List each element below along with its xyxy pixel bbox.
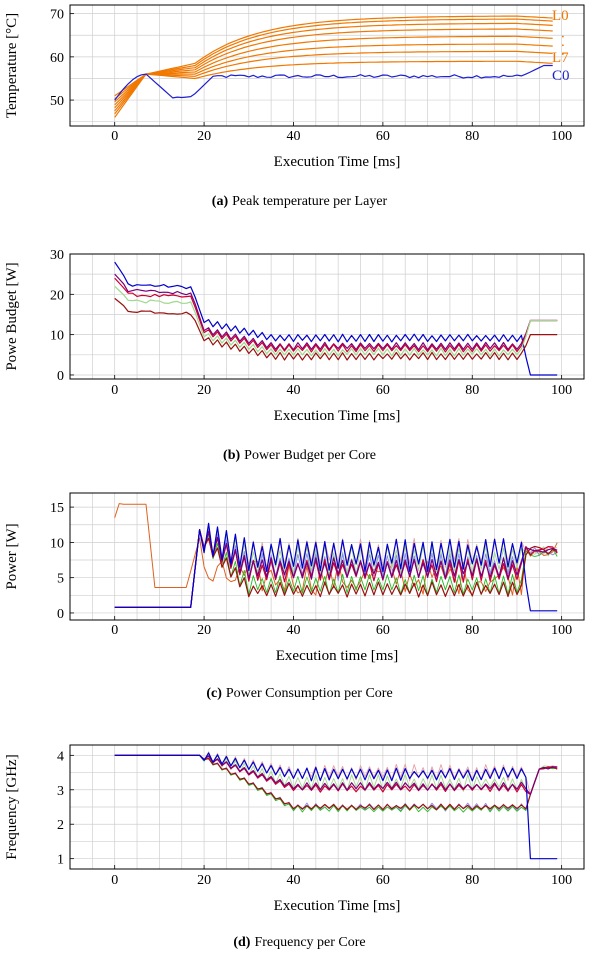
caption-text: Power Budget per Core xyxy=(244,448,376,463)
chart-a: 0 20 40 60 80 100 50 60 70 Execution Time [ms] Tem… xyxy=(4,4,585,209)
x-tick-label: 20 xyxy=(197,623,211,638)
x-tick-label: 60 xyxy=(376,129,390,144)
y-tick-label: 2 xyxy=(57,818,64,833)
x-tick-label: 100 xyxy=(551,383,572,398)
y-axis-title: Powe Budget [W] xyxy=(4,262,20,370)
budget-line xyxy=(114,261,558,376)
caption-text: Power Consumption per Core xyxy=(226,686,393,701)
x-tick-label: 0 xyxy=(111,873,118,888)
y-tick-label: 1 xyxy=(57,853,64,868)
x-tick-label: 80 xyxy=(465,129,479,144)
y-tick-label: 30 xyxy=(50,248,64,263)
y-axis-title: Temperature [°C] xyxy=(4,13,20,118)
figure-caption: (d) Frequency per Core xyxy=(233,935,365,950)
y-axis-title: Power [W] xyxy=(4,523,20,589)
figure-caption: (b) Power Budget per Core xyxy=(223,448,376,463)
x-tick-label: 20 xyxy=(197,873,211,888)
x-tick-label: 0 xyxy=(111,383,118,398)
x-tick-label: 20 xyxy=(197,129,211,144)
x-axis-title: Execution Time [ms] xyxy=(274,898,401,914)
x-axis-title: Execution Time [ms] xyxy=(274,154,401,170)
plot-frame xyxy=(69,744,585,870)
y-tick-label: 3 xyxy=(57,784,64,799)
y-tick-label: 4 xyxy=(57,749,64,764)
annotation-core: C0 xyxy=(552,68,570,84)
y-tick-label: 50 xyxy=(50,94,64,109)
layer-line xyxy=(114,50,553,100)
x-tick-label: 60 xyxy=(376,383,390,398)
x-axis-title: Execution time [ms] xyxy=(276,648,398,664)
plot-frame xyxy=(69,4,585,127)
y-tick-label: 5 xyxy=(57,572,64,587)
caption-letter: (b) xyxy=(223,448,240,463)
budget-line xyxy=(114,277,558,353)
x-tick-label: 20 xyxy=(197,383,211,398)
y-tick-label: 70 xyxy=(50,8,64,23)
y-tick-label: 60 xyxy=(50,51,64,66)
chart-b: 0 20 40 60 80 100 0 10 20 30 Execution Time [ms] Po… xyxy=(4,248,585,463)
figure-caption: (a) Peak temperature per Layer xyxy=(212,194,388,209)
plot-frame xyxy=(69,492,585,621)
x-tick-label: 80 xyxy=(465,383,479,398)
frequency-line xyxy=(114,752,558,860)
power-line-initial xyxy=(114,503,558,596)
y-tick-label: 0 xyxy=(57,607,64,622)
y-axis-title: Frequency [GHz] xyxy=(4,754,20,859)
x-tick-label: 80 xyxy=(465,623,479,638)
x-tick-label: 100 xyxy=(551,129,572,144)
x-tick-label: 0 xyxy=(111,129,118,144)
budget-line xyxy=(114,273,558,351)
figure-caption: (c) Power Consumption per Core xyxy=(206,686,392,701)
annotation-bottom-layer: L7 xyxy=(552,50,569,66)
x-tick-label: 40 xyxy=(286,623,300,638)
caption-letter: (d) xyxy=(233,935,250,950)
power-line xyxy=(114,522,558,612)
layer-line xyxy=(114,60,553,97)
caption-text: Frequency per Core xyxy=(254,935,365,950)
plot-frame xyxy=(69,253,585,380)
x-tick-label: 100 xyxy=(551,873,572,888)
core-temperature-line xyxy=(114,64,553,101)
layer-line xyxy=(114,28,553,109)
y-tick-label: 10 xyxy=(50,329,64,344)
chart-c: 0 20 40 60 80 100 0 5 10 15 Execution time [ms] Pow… xyxy=(4,492,585,701)
y-tick-label: 20 xyxy=(50,288,64,303)
x-tick-label: 40 xyxy=(286,129,300,144)
x-tick-label: 60 xyxy=(376,623,390,638)
x-tick-label: 0 xyxy=(111,623,118,638)
caption-text: Peak temperature per Layer xyxy=(232,194,387,209)
layer-line xyxy=(114,35,553,106)
x-tick-label: 100 xyxy=(551,623,572,638)
x-tick-label: 40 xyxy=(286,383,300,398)
x-tick-label: 40 xyxy=(286,873,300,888)
x-tick-label: 80 xyxy=(465,873,479,888)
layer-line xyxy=(114,43,553,103)
x-tick-label: 60 xyxy=(376,873,390,888)
layer-line xyxy=(114,22,553,112)
layer-line xyxy=(114,15,553,118)
caption-letter: (a) xyxy=(212,194,229,209)
layer-line xyxy=(114,18,553,115)
budget-line xyxy=(114,285,558,357)
y-tick-label: 0 xyxy=(57,369,64,384)
annotation-dots: · · · xyxy=(554,34,570,57)
chart-d: 0 20 40 60 80 100 1 2 3 4 Execution Time [ms] Frequ… xyxy=(4,744,585,950)
y-tick-label: 10 xyxy=(50,536,64,551)
y-tick-label: 15 xyxy=(50,501,64,516)
budget-line xyxy=(114,297,558,361)
x-axis-title: Execution Time [ms] xyxy=(274,408,401,424)
caption-letter: (c) xyxy=(206,686,222,701)
annotation-top-layer: L0 xyxy=(552,8,569,24)
